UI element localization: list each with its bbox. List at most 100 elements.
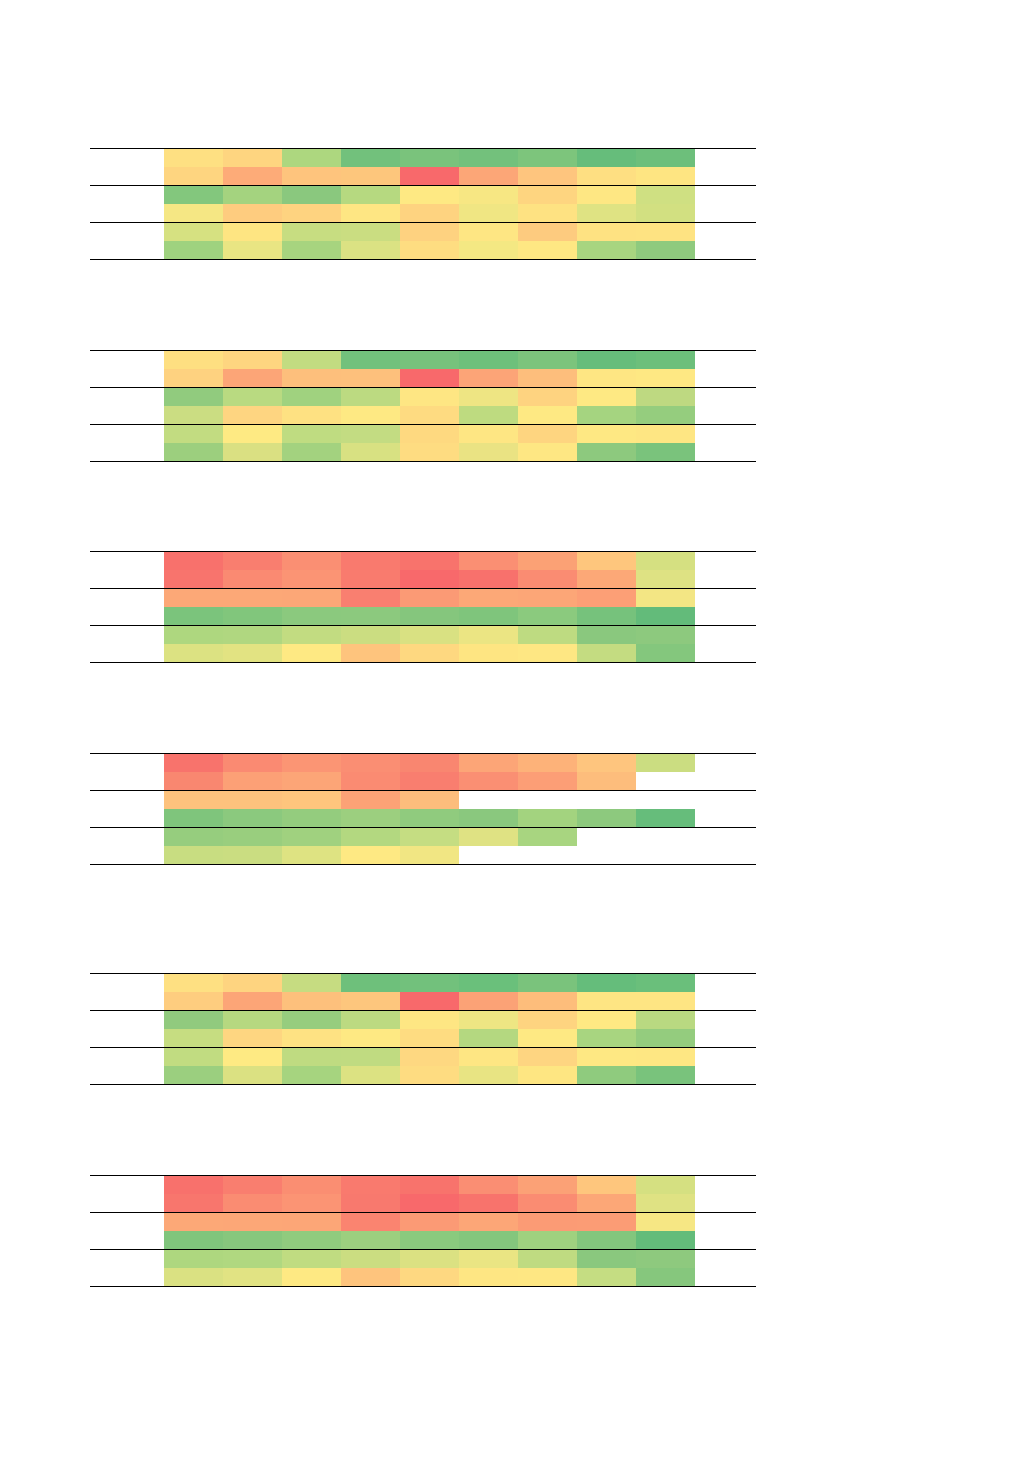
heat-cell [223,443,282,461]
heat-cell [636,1231,695,1249]
table-rule [90,864,756,865]
heat-cell [518,644,577,662]
heat-cell [223,241,282,259]
heat-cell [282,1011,341,1029]
heat-cell [577,846,636,864]
heat-cell [164,791,223,809]
heat-cell [341,1011,400,1029]
heat-cell [459,1268,518,1286]
heat-cell [636,1029,695,1047]
heat-cell [223,1231,282,1249]
heat-cell [459,1029,518,1047]
heat-cell [341,204,400,222]
heat-cell [636,589,695,607]
heat-cell [223,351,282,369]
heat-cell [518,406,577,424]
heat-cell [341,241,400,259]
heat-cell [164,974,223,992]
heat-cell [164,241,223,259]
heat-cell [518,1213,577,1231]
heat-cell [282,1066,341,1084]
table-rule [90,1249,756,1250]
table-rule [90,827,756,828]
heat-cell [341,992,400,1010]
heat-cell [164,1231,223,1249]
heat-cell [341,1176,400,1194]
heat-cell [636,626,695,644]
heat-cell [223,388,282,406]
heat-cell [636,1250,695,1268]
table-rule [90,222,756,223]
heat-cell [577,828,636,846]
table-rule [90,1286,756,1287]
heat-cell [341,974,400,992]
table-row [164,223,695,241]
heat-cell [400,626,459,644]
heat-cell [282,974,341,992]
heat-cell [164,846,223,864]
heat-cell [577,607,636,625]
heatmap-table [90,1175,756,1287]
table-row [164,388,695,406]
heat-cell [400,1176,459,1194]
heat-cell [164,644,223,662]
heat-cell [164,626,223,644]
heat-cell [459,1066,518,1084]
heat-cell [636,241,695,259]
heat-cell [282,443,341,461]
heat-cell [341,406,400,424]
table-row [164,204,695,222]
heat-cell [223,1011,282,1029]
heat-cell [695,772,754,790]
heat-cell [636,1048,695,1066]
table-row [164,552,695,570]
heat-cell [459,443,518,461]
heat-cell [636,552,695,570]
heat-cell [223,1029,282,1047]
heat-cell [164,809,223,827]
heat-cell [577,369,636,387]
heat-cell [577,1011,636,1029]
table-row [164,1176,695,1194]
table-rule [90,461,756,462]
heat-cell [164,1176,223,1194]
heat-cell [636,1176,695,1194]
heat-cell [341,570,400,588]
heat-cell [518,1231,577,1249]
table-rule [90,350,756,351]
heat-cell [459,241,518,259]
heat-cell [341,589,400,607]
heatmap-table [90,753,756,865]
heat-cell [636,1194,695,1212]
heat-cell [459,809,518,827]
table-row [164,992,695,1010]
heat-cell [164,772,223,790]
table-rule [90,1010,756,1011]
heat-cell [164,406,223,424]
heat-cell [282,223,341,241]
heat-cell [577,223,636,241]
heat-cell [636,388,695,406]
heat-cell [164,369,223,387]
heat-cell [400,149,459,167]
heat-cell [636,204,695,222]
heat-cell [282,1048,341,1066]
table-row [164,1213,695,1231]
heat-cell [400,570,459,588]
heat-cell [341,552,400,570]
heat-cell [459,754,518,772]
heat-cell [164,1213,223,1231]
heat-cell [341,1048,400,1066]
heat-cell [282,754,341,772]
heat-cell [282,1231,341,1249]
heat-cell [400,1011,459,1029]
heat-cell [341,186,400,204]
heat-cell [577,1066,636,1084]
table-row [164,791,754,809]
heat-cell [459,1048,518,1066]
heat-cell [282,204,341,222]
heat-cell [459,1176,518,1194]
heat-cell [223,204,282,222]
heat-cell [518,1011,577,1029]
heat-cell [341,1066,400,1084]
